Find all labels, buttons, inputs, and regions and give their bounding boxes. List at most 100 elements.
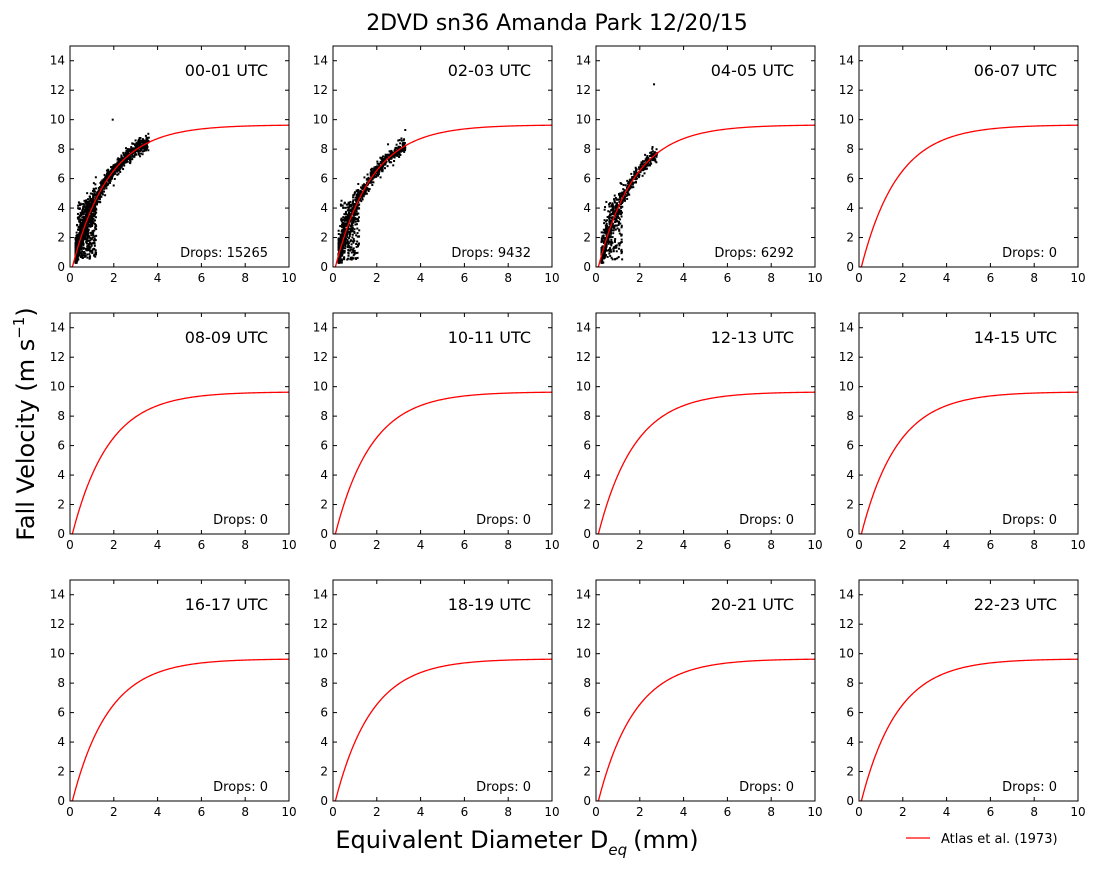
x-tick-label: 6 [724,805,732,819]
scatter-point [376,173,379,176]
scatter-point [614,228,617,231]
scatter-point [119,170,122,173]
drops-count-label: Drops: 0 [213,513,268,528]
scatter-point [341,233,344,236]
scatter-point [136,146,139,149]
scatter-point [618,208,621,211]
scatter-point [103,185,106,188]
scatter-point [80,228,83,231]
scatter-point [373,168,376,171]
scatter-point [115,168,118,171]
x-tick-label: 0 [66,805,74,819]
scatter-point [341,229,344,232]
scatter-point [611,236,614,239]
scatter-point [393,149,396,152]
scatter-point [98,198,101,201]
scatter-point [111,166,114,169]
scatter-point [376,172,379,175]
scatter-point [601,248,604,251]
scatter-point [346,246,349,249]
scatter-point [102,178,105,181]
scatter-point [403,146,406,149]
scatter-point [354,257,357,260]
scatter-point [88,220,91,223]
x-tick-label: 2 [899,271,907,285]
scatter-point [124,155,127,158]
scatter-point [357,245,360,248]
scatter-point [87,221,90,224]
scatter-point [398,150,401,153]
scatter-point [378,164,381,167]
scatter-point [345,233,348,236]
scatter-point [652,153,655,156]
panel-frame [858,312,1079,535]
scatter-point [83,199,86,202]
scatter-point [81,216,84,219]
scatter-point [382,155,385,158]
scatter-point [74,261,77,264]
scatter-point [91,223,94,226]
scatter-point [121,158,124,161]
scatter-point [79,255,82,258]
scatter-point [113,172,116,175]
scatter-point [620,248,623,251]
scatter-point [82,202,85,205]
y-tick-label: 12 [839,350,854,364]
scatter-point [83,251,86,254]
scatter-point [90,205,93,208]
scatter-point [620,209,623,212]
scatter-point [605,233,608,236]
scatter-point [635,177,638,180]
scatter-point [610,240,613,243]
scatter-point [84,210,87,213]
scatter-point [90,200,93,203]
scatter-point [93,253,96,256]
scatter-point [371,172,374,175]
scatter-point [88,247,91,250]
scatter-point [398,152,401,155]
y-tick-label: 0 [57,260,65,274]
scatter-point [82,211,85,214]
scatter-point [351,202,354,205]
scatter-point [82,254,85,257]
scatter-point [347,248,350,251]
scatter-point [93,254,96,257]
scatter-point [611,203,614,206]
panel: 0 2 4 6 8 10 0 2 4 6 8 10 12 14 04-05 UTC Drops: 6292 [576,45,823,285]
scatter-point [342,223,345,226]
scatter-point [619,222,622,225]
scatter-point [89,255,92,258]
y-tick-label: 0 [846,527,854,541]
scatter-point [371,181,374,184]
x-tick-label: 8 [241,271,249,285]
scatter-point [89,249,92,252]
scatter-point [91,217,94,220]
scatter-point [89,192,92,195]
scatter-point [398,139,401,142]
y-tick-label: 8 [57,409,65,423]
panel-title: 02-03 UTC [448,61,531,80]
scatter-point [402,141,405,144]
scatter-point [97,189,100,192]
panel-title: 08-09 UTC [185,328,268,347]
scatter-point [93,215,96,218]
scatter-point [348,233,351,236]
scatter-point [622,184,625,187]
scatter-point [347,209,350,212]
scatter-point [638,170,641,173]
scatter-point [118,167,121,170]
scatter-point [381,168,384,171]
scatter-point [620,238,623,241]
scatter-point [361,193,364,196]
scatter-point [363,176,366,179]
scatter-point [347,244,350,247]
scatter-point [124,151,127,154]
x-tick-label: 4 [154,538,162,552]
scatter-point [379,166,382,169]
scatter-point [646,156,649,159]
x-tick-label: 4 [154,805,162,819]
scatter-point [84,252,87,255]
scatter-point [80,230,83,233]
scatter-point [403,138,406,141]
scatter-point [375,175,378,178]
